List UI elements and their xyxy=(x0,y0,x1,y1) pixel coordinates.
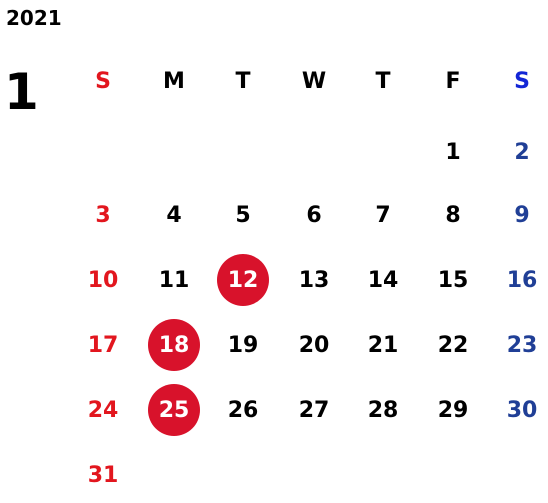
highlighted-day: 12 xyxy=(217,254,269,306)
calendar-day: 1 xyxy=(445,139,461,165)
calendar-day: 9 xyxy=(514,202,530,228)
weekday-header: F xyxy=(445,68,461,94)
weekday-header: S xyxy=(514,68,530,94)
calendar-day: 28 xyxy=(367,397,399,423)
calendar-day: 6 xyxy=(306,202,322,228)
calendar-day: 30 xyxy=(506,397,538,423)
calendar-day: 11 xyxy=(158,267,190,293)
calendar-day: 14 xyxy=(367,267,399,293)
calendar-day: 20 xyxy=(298,332,330,358)
calendar-day: 4 xyxy=(166,202,182,228)
weekday-header: T xyxy=(375,68,391,94)
calendar-day: 19 xyxy=(227,332,259,358)
calendar-day: 10 xyxy=(87,267,119,293)
calendar-day: 29 xyxy=(437,397,469,423)
month-number: 1 xyxy=(4,63,39,121)
weekday-header: W xyxy=(301,68,327,94)
calendar-day: 3 xyxy=(95,202,111,228)
weekday-header: T xyxy=(235,68,251,94)
highlighted-day: 18 xyxy=(148,319,200,371)
year-label: 2021 xyxy=(6,6,62,30)
calendar-day: 24 xyxy=(87,397,119,423)
calendar-day: 22 xyxy=(437,332,469,358)
calendar-day: 7 xyxy=(375,202,391,228)
calendar-day: 31 xyxy=(87,462,119,488)
calendar-day: 13 xyxy=(298,267,330,293)
calendar-day: 8 xyxy=(445,202,461,228)
calendar-day: 21 xyxy=(367,332,399,358)
calendar-day: 16 xyxy=(506,267,538,293)
calendar-day: 17 xyxy=(87,332,119,358)
calendar-day: 15 xyxy=(437,267,469,293)
calendar-day: 23 xyxy=(506,332,538,358)
calendar-day: 5 xyxy=(235,202,251,228)
weekday-header: S xyxy=(95,68,111,94)
highlighted-day: 25 xyxy=(148,384,200,436)
calendar-day: 27 xyxy=(298,397,330,423)
calendar-day: 2 xyxy=(514,139,530,165)
calendar-day: 26 xyxy=(227,397,259,423)
weekday-header: M xyxy=(163,68,185,94)
